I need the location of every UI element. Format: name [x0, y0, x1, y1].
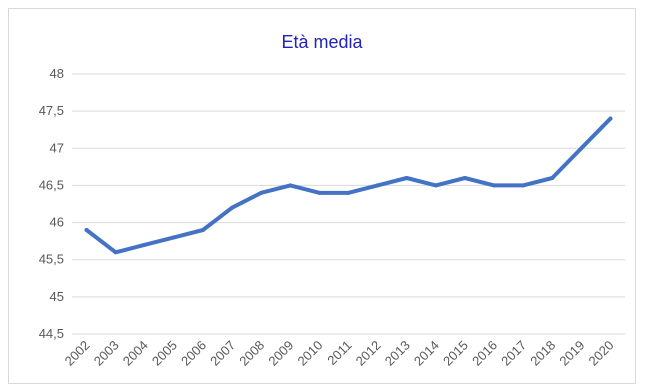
data-point: [521, 183, 526, 188]
chart-title: Età media: [281, 32, 363, 52]
y-tick-label: 48: [50, 66, 64, 81]
data-point: [346, 190, 351, 195]
data-point: [142, 242, 147, 247]
x-tick-label: 2006: [178, 338, 209, 369]
x-tick-label: 2005: [149, 338, 180, 369]
x-tick-label: 2020: [586, 338, 617, 369]
data-point: [230, 205, 235, 210]
x-tick-label: 2017: [498, 338, 529, 369]
x-tick-label: 2011: [324, 338, 354, 368]
x-tick-label: 2018: [527, 338, 558, 369]
x-tick-label: 2002: [62, 338, 93, 369]
y-tick-label: 45,5: [39, 252, 64, 267]
x-tick-label: 2007: [207, 338, 238, 369]
y-tick-label: 45: [50, 289, 64, 304]
x-tick-label: 2004: [120, 338, 151, 369]
data-point: [375, 183, 380, 188]
data-point: [404, 176, 409, 180]
x-tick-label: 2015: [440, 338, 471, 369]
data-point: [608, 116, 613, 121]
x-tick-label: 2012: [353, 338, 384, 369]
data-point: [288, 183, 293, 188]
chart-frame: [8, 8, 636, 384]
y-tick-label: 44,5: [39, 326, 64, 341]
data-point: [317, 190, 322, 195]
x-tick-label: 2010: [294, 338, 325, 369]
data-point: [259, 190, 264, 195]
data-point: [84, 228, 89, 232]
x-tick-label: 2019: [556, 338, 587, 369]
data-point: [462, 176, 467, 180]
data-point: [492, 183, 497, 188]
data-point: [200, 228, 205, 232]
points-group: [84, 116, 613, 255]
y-tick-label: 46,5: [39, 177, 64, 192]
x-tick-label: 2014: [411, 338, 442, 369]
y-axis-ticks: 44,5 45 45,5 46 46,5 47 47,5 48: [39, 66, 64, 341]
x-tick-label: 2008: [236, 338, 267, 369]
x-tick-label: 2016: [469, 338, 500, 369]
x-tick-label: 2013: [382, 338, 413, 369]
x-tick-label: 2009: [265, 338, 296, 369]
x-tick-label: 2003: [91, 338, 122, 369]
data-point: [550, 176, 555, 180]
data-point: [579, 146, 584, 151]
y-tick-label: 47,5: [39, 103, 64, 118]
data-point: [171, 235, 176, 240]
data-point: [433, 183, 438, 188]
gridlines: [72, 73, 625, 335]
data-point: [113, 250, 118, 255]
x-axis-ticks: 2002200320042005200620072008200920102011…: [62, 338, 617, 369]
y-tick-label: 47: [50, 140, 64, 155]
y-tick-label: 46: [50, 215, 64, 230]
